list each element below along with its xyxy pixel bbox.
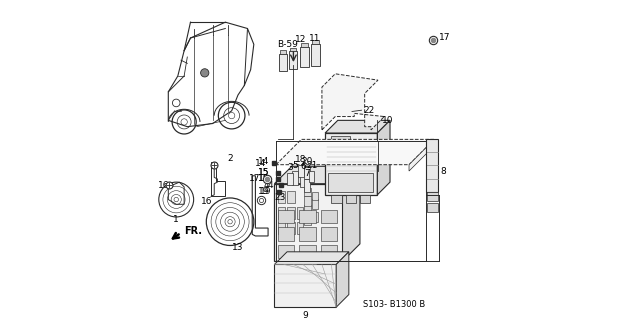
Bar bbox=[321, 210, 337, 223]
Bar bbox=[305, 179, 310, 192]
Text: 17: 17 bbox=[439, 33, 451, 42]
Bar bbox=[296, 222, 303, 234]
Bar bbox=[299, 228, 316, 241]
Text: 22: 22 bbox=[363, 106, 374, 115]
Bar bbox=[274, 184, 342, 261]
Polygon shape bbox=[274, 252, 349, 264]
Bar bbox=[328, 172, 372, 192]
Text: 23: 23 bbox=[274, 194, 286, 203]
Polygon shape bbox=[377, 120, 390, 195]
Text: 3: 3 bbox=[287, 163, 293, 172]
Bar bbox=[305, 205, 311, 215]
Text: FR.: FR. bbox=[184, 226, 202, 236]
Bar bbox=[298, 165, 304, 177]
Text: 2: 2 bbox=[227, 154, 233, 163]
Bar bbox=[278, 228, 294, 241]
Bar bbox=[312, 199, 318, 209]
Bar bbox=[311, 44, 320, 66]
Bar bbox=[281, 50, 286, 54]
Bar bbox=[287, 222, 295, 234]
Bar bbox=[309, 171, 315, 182]
Circle shape bbox=[200, 69, 209, 77]
Polygon shape bbox=[342, 166, 360, 261]
Polygon shape bbox=[274, 166, 360, 184]
Polygon shape bbox=[409, 140, 435, 171]
Bar bbox=[299, 245, 316, 258]
Bar bbox=[360, 195, 370, 203]
Text: S103- B1300 B: S103- B1300 B bbox=[363, 300, 425, 309]
Text: 16: 16 bbox=[200, 196, 212, 206]
Text: 4: 4 bbox=[263, 181, 269, 190]
Bar bbox=[321, 228, 337, 241]
Polygon shape bbox=[322, 74, 384, 130]
Text: 20: 20 bbox=[301, 157, 312, 166]
Text: B-59: B-59 bbox=[277, 40, 298, 49]
Bar bbox=[312, 192, 318, 200]
Bar bbox=[296, 206, 303, 219]
Text: 10: 10 bbox=[382, 116, 394, 125]
Text: 15: 15 bbox=[257, 174, 269, 183]
Bar bbox=[278, 206, 286, 219]
Bar bbox=[274, 264, 336, 307]
Text: 19: 19 bbox=[260, 187, 271, 196]
Bar bbox=[292, 171, 298, 185]
Bar bbox=[287, 191, 295, 203]
Text: 15: 15 bbox=[258, 174, 269, 183]
Text: 9: 9 bbox=[303, 311, 308, 320]
Bar bbox=[325, 133, 377, 195]
Bar bbox=[428, 192, 438, 201]
Text: 18: 18 bbox=[295, 155, 306, 164]
Bar bbox=[312, 40, 319, 44]
Bar bbox=[301, 43, 308, 47]
Bar bbox=[290, 47, 296, 51]
Polygon shape bbox=[336, 252, 349, 307]
Text: 21: 21 bbox=[306, 161, 318, 170]
Text: 15: 15 bbox=[257, 168, 269, 177]
Bar bbox=[312, 212, 318, 222]
Text: 4: 4 bbox=[267, 181, 273, 190]
Bar bbox=[428, 203, 438, 212]
Text: 1: 1 bbox=[173, 215, 179, 224]
Bar bbox=[305, 196, 311, 206]
Text: 6: 6 bbox=[300, 163, 306, 172]
Bar bbox=[278, 191, 286, 203]
Text: 12: 12 bbox=[295, 35, 306, 44]
Bar bbox=[305, 215, 311, 225]
Bar bbox=[426, 140, 438, 192]
Bar bbox=[299, 210, 316, 223]
Bar bbox=[305, 188, 311, 196]
Text: 19: 19 bbox=[257, 187, 269, 196]
Text: 8: 8 bbox=[441, 166, 447, 176]
Bar bbox=[278, 222, 286, 234]
Bar bbox=[278, 210, 294, 223]
Bar bbox=[300, 172, 306, 187]
Text: 14: 14 bbox=[255, 159, 266, 168]
Bar bbox=[289, 51, 297, 69]
Text: 13: 13 bbox=[232, 243, 244, 252]
Text: 17: 17 bbox=[249, 174, 260, 183]
Text: 16: 16 bbox=[158, 181, 170, 190]
Text: 14: 14 bbox=[257, 157, 269, 166]
Text: 5: 5 bbox=[292, 161, 298, 170]
Bar bbox=[304, 167, 310, 179]
Bar bbox=[279, 54, 288, 71]
Polygon shape bbox=[325, 120, 390, 133]
Bar bbox=[345, 195, 356, 203]
Polygon shape bbox=[276, 140, 435, 165]
Text: 11: 11 bbox=[309, 34, 320, 43]
Bar bbox=[287, 206, 295, 219]
Text: 7: 7 bbox=[305, 169, 310, 178]
Bar bbox=[332, 136, 350, 147]
Bar bbox=[278, 245, 294, 258]
Text: 15: 15 bbox=[258, 168, 269, 177]
Bar bbox=[321, 245, 337, 258]
Bar bbox=[332, 195, 342, 203]
Bar bbox=[300, 47, 309, 67]
Bar bbox=[287, 173, 293, 185]
